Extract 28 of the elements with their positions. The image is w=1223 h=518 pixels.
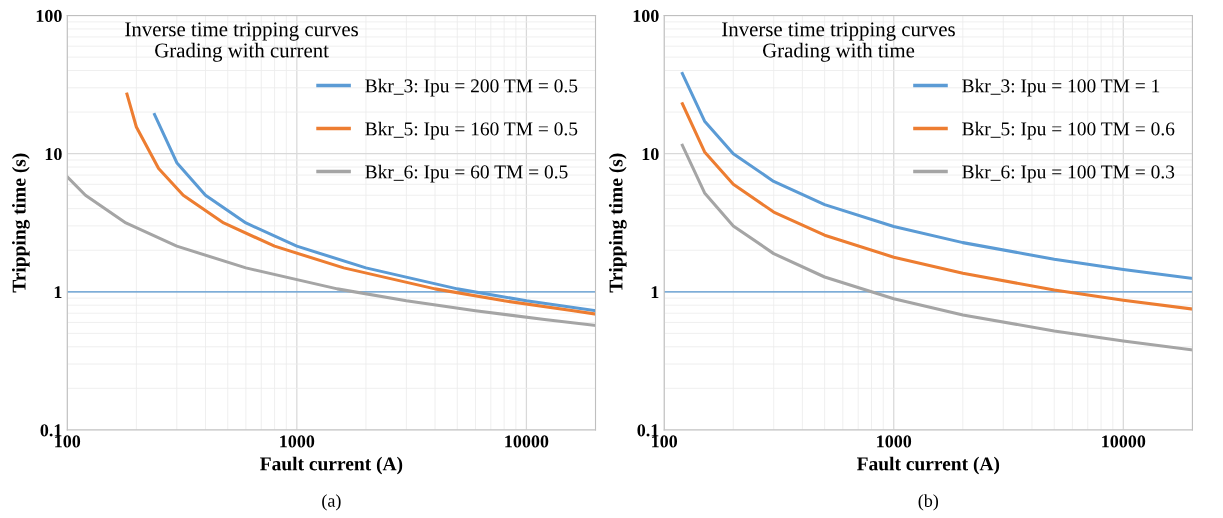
legend-label: Bkr_5: Ipu = 100 TM = 0.6 — [962, 121, 1175, 140]
y-tick-label: 100 — [36, 9, 62, 22]
text: Inverse time tripping curves Grading with time — [722, 22, 955, 62]
x-tick-label: 1000 — [877, 435, 912, 448]
x-tick-label: 10000 — [1102, 435, 1146, 448]
x-tick-label: 10000 — [505, 435, 549, 448]
text: (b) — [918, 494, 939, 511]
y-tick-label: 10 — [642, 147, 659, 161]
y-tick-label: 0.1 — [637, 424, 659, 437]
text: (a) — [322, 494, 341, 511]
legend-label: Bkr_5: Ipu = 160 TM = 0.5 — [365, 121, 578, 140]
y-tick-label: 1 — [54, 286, 62, 299]
legend-label: Bkr_6: Ipu = 60 TM = 0.5 — [365, 164, 568, 183]
legend-label: Bkr_6: Ipu = 100 TM = 0.3 — [962, 164, 1175, 183]
x-axis-title: Fault current (A) — [260, 456, 403, 475]
y-tick-label: 100 — [633, 9, 659, 22]
y-axis-title: Tripping time (s) — [11, 153, 30, 293]
y-axis-title: Tripping time (s) — [608, 153, 627, 293]
text: Inverse time tripping curves Grading with current — [125, 22, 358, 62]
x-tick-label: 1000 — [280, 435, 315, 448]
legend-label: Bkr_3: Ipu = 200 TM = 0.5 — [365, 78, 578, 97]
x-axis-title: Fault current (A) — [856, 456, 1000, 475]
y-tick-label: 10 — [45, 147, 62, 161]
x-tick-label: 100 — [652, 435, 678, 448]
y-tick-label: 0.1 — [40, 424, 62, 437]
x-tick-label: 100 — [55, 435, 81, 448]
legend-label: Bkr_3: Ipu = 100 TM = 1 — [962, 78, 1160, 97]
y-tick-label: 1 — [651, 286, 659, 299]
